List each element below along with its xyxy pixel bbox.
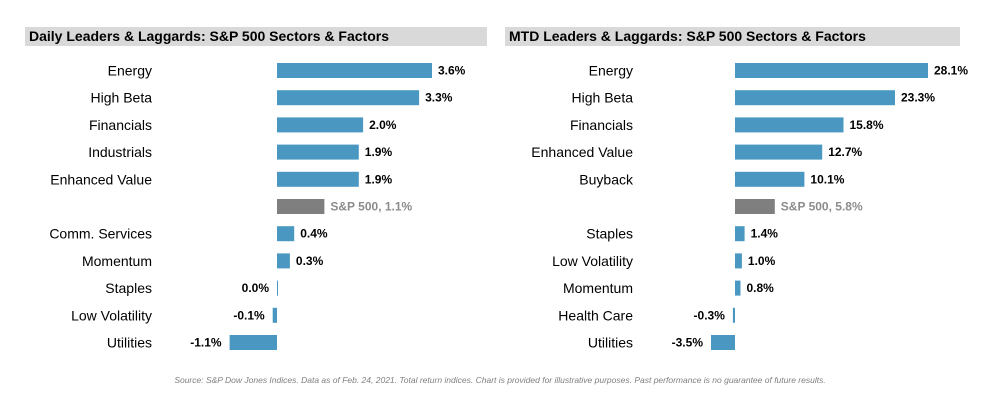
- value-label: -0.3%: [694, 308, 726, 322]
- value-label: 2.0%: [369, 118, 397, 132]
- bar-enhanced-value: [735, 144, 823, 160]
- daily-chart-title: Daily Leaders & Laggards: S&P 500 Sector…: [25, 27, 487, 46]
- bar-high-beta: [735, 90, 895, 106]
- category-label: Industrials: [88, 144, 152, 160]
- bar-low-volatility: [272, 307, 277, 323]
- value-label: 0.4%: [300, 227, 328, 241]
- category-label: Utilities: [588, 335, 633, 351]
- bar-energy: [735, 63, 928, 78]
- bar-utilities: [229, 335, 277, 350]
- value-label: 0.3%: [296, 254, 324, 268]
- value-label: 1.9%: [365, 172, 393, 186]
- bar-momentum: [277, 253, 290, 269]
- category-label: Staples: [105, 280, 152, 296]
- bar-momentum: [735, 280, 741, 296]
- value-label: 10.1%: [810, 172, 844, 186]
- bar-comm-services: [277, 226, 295, 242]
- benchmark-label: S&P 500, 5.8%: [781, 200, 863, 214]
- value-label: 1.0%: [748, 254, 776, 268]
- bar-low-volatility: [735, 253, 742, 269]
- value-label: 0.0%: [242, 281, 270, 295]
- value-label: -3.5%: [672, 336, 704, 350]
- benchmark-label: S&P 500, 1.1%: [330, 200, 412, 214]
- category-label: Health Care: [558, 307, 633, 323]
- category-label: Enhanced Value: [50, 171, 152, 187]
- bar-financials: [735, 117, 844, 133]
- bar-benchmark: [735, 199, 775, 214]
- value-label: -0.1%: [233, 308, 265, 322]
- category-label: Low Volatility: [71, 307, 152, 323]
- category-label: Comm. Services: [49, 226, 152, 242]
- category-label: Energy: [589, 63, 633, 79]
- category-label: Financials: [89, 117, 152, 133]
- bar-energy: [277, 63, 432, 78]
- category-label: Buyback: [579, 171, 634, 187]
- category-label: Momentum: [563, 280, 633, 296]
- source-note: Source: S&P Dow Jones Indices. Data as o…: [174, 375, 826, 385]
- category-label: Staples: [586, 226, 633, 242]
- mtd-chart-title: MTD Leaders & Laggards: S&P 500 Sectors …: [505, 27, 960, 46]
- category-label: Low Volatility: [552, 253, 633, 269]
- bar-benchmark: [277, 199, 325, 214]
- bar-staples: [277, 280, 278, 296]
- bar-industrials: [277, 144, 359, 160]
- value-label: 1.9%: [365, 145, 393, 159]
- value-label: 28.1%: [934, 64, 968, 78]
- category-label: Utilities: [107, 335, 152, 351]
- category-label: Energy: [108, 63, 152, 79]
- value-label: 3.6%: [438, 64, 466, 78]
- value-label: 12.7%: [828, 145, 862, 159]
- category-label: Momentum: [82, 253, 152, 269]
- category-label: High Beta: [91, 90, 153, 106]
- bar-buyback: [735, 171, 805, 187]
- category-label: Financials: [570, 117, 633, 133]
- bar-financials: [277, 117, 364, 133]
- category-label: High Beta: [572, 90, 634, 106]
- value-label: 0.8%: [747, 281, 775, 295]
- value-label: 3.3%: [425, 91, 453, 105]
- mtd-chart-panel: MTD Leaders & Laggards: S&P 500 Sectors …: [500, 0, 1000, 370]
- bar-utilities: [711, 335, 735, 350]
- bar-high-beta: [277, 90, 420, 106]
- bar-health-care: [732, 307, 735, 323]
- category-label: Enhanced Value: [531, 144, 633, 160]
- bar-staples: [735, 226, 745, 242]
- daily-chart: Energy 3.6% High Beta 3.3% Financials 2.0% Ind…: [49, 63, 466, 351]
- daily-chart-panel: Daily Leaders & Laggards: S&P 500 Sector…: [0, 0, 500, 370]
- mtd-chart: Energy 28.1% High Beta 23.3% Financials 15.8%…: [531, 63, 968, 351]
- value-label: 1.4%: [751, 227, 779, 241]
- bar-enhanced-value: [277, 171, 359, 187]
- value-label: -1.1%: [190, 336, 222, 350]
- value-label: 15.8%: [850, 118, 884, 132]
- value-label: 23.3%: [901, 91, 935, 105]
